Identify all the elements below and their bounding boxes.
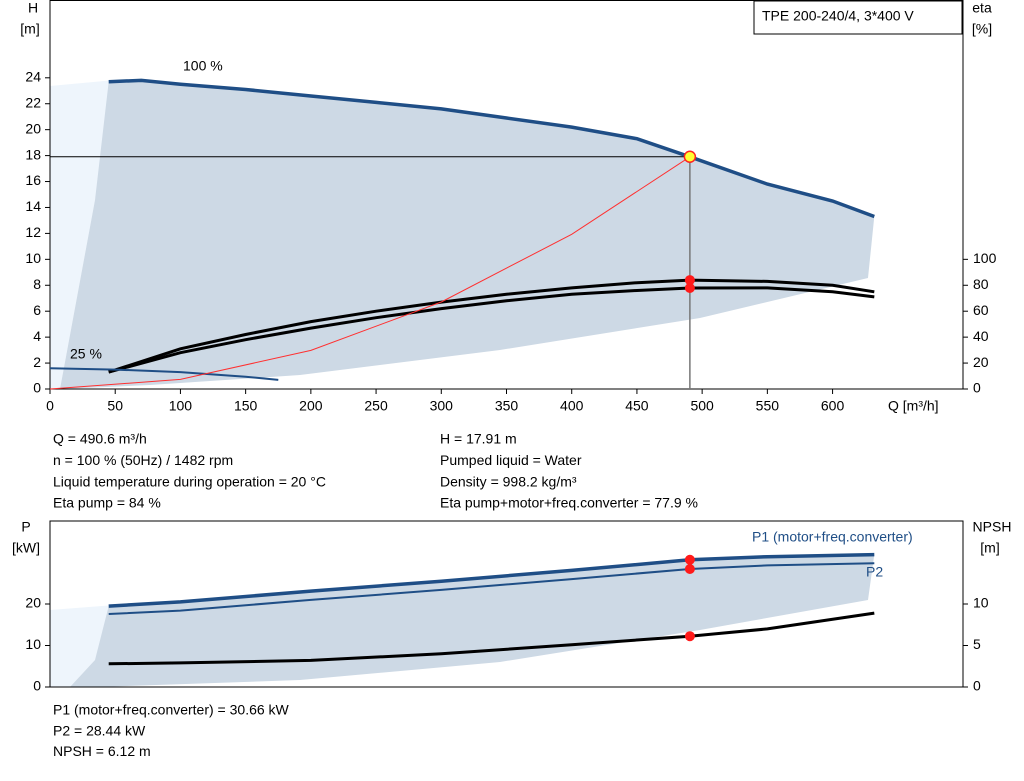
light-region [50,605,115,687]
info-text: Eta pump+motor+freq.converter = 77.9 % [440,495,698,511]
y2-tick-label: 0 [973,380,981,396]
model-label: TPE 200-240/4, 3*400 V [762,8,914,24]
curve [49,156,691,390]
curve [108,552,875,608]
y-axis-label: P [21,519,30,535]
y-tick-label: 10 [25,636,41,652]
annotation: 25 % [70,346,102,362]
y-tick-label: 0 [33,678,41,694]
info-text: P2 = 28.44 kW [53,722,146,738]
x-tick-label: 100 [169,398,193,414]
y2-axis-label: NPSH [973,519,1012,535]
annotation: 100 % [183,58,223,74]
y-tick-label: 16 [25,172,41,188]
y-tick-label: 2 [33,354,41,370]
y-tick-label: 6 [33,302,41,318]
y-tick-label: 8 [33,276,41,292]
legend-label: P1 (motor+freq.converter) [752,529,913,545]
y-axis-label: H [28,0,38,16]
y-tick-label: 12 [25,224,41,240]
curve [108,78,875,219]
x-axis-label: Q [m³/h] [888,398,939,414]
operating-range [70,554,875,687]
y2-tick-label: 60 [973,302,989,318]
y-tick-label: 22 [25,94,41,110]
y-tick-label: 14 [25,198,41,214]
info-text: Q = 490.6 m³/h [53,431,147,447]
y2-axis-label: [%] [972,21,992,37]
curve [108,611,875,666]
info-text: NPSH = 6.12 m [53,743,151,759]
curve [49,367,279,381]
x-tick-label: 600 [821,398,845,414]
y2-tick-label: 40 [973,328,989,344]
info-text: Liquid temperature during operation = 20… [53,473,326,489]
y2-tick-label: 100 [973,250,997,266]
curve [108,562,875,615]
y2-axis-label: eta [972,0,992,16]
x-tick-label: 50 [107,398,123,414]
y-tick-label: 4 [33,328,41,344]
legend-label: P2 [866,564,883,580]
curve [108,278,875,374]
x-tick-label: 300 [430,398,454,414]
info-text: n = 100 % (50Hz) / 1482 rpm [53,452,233,468]
y-axis-label: [kW] [12,540,40,556]
y-tick-label: 20 [25,595,41,611]
info-text: Eta pump = 84 % [53,495,161,511]
x-tick-label: 450 [625,398,649,414]
info-text: Density = 998.2 kg/m³ [440,473,577,489]
x-tick-label: 250 [364,398,388,414]
x-tick-label: 150 [234,398,258,414]
y-tick-label: 18 [25,146,41,162]
duty-marker [684,282,695,293]
y-axis-label: [m] [20,21,39,37]
duty-marker [684,631,695,642]
info-text: Pumped liquid = Water [440,452,582,468]
y-tick-label: 20 [25,120,41,136]
operating-range [60,80,875,390]
x-tick-label: 0 [46,398,54,414]
x-tick-label: 350 [495,398,519,414]
model-box [753,0,963,35]
y2-tick-label: 5 [973,636,981,652]
duty-marker [684,275,695,286]
curve [108,286,875,374]
y2-tick-label: 0 [973,678,981,694]
x-tick-label: 400 [560,398,584,414]
y2-axis-label: [m] [980,540,999,556]
y-tick-label: 24 [25,69,41,85]
x-tick-label: 200 [299,398,323,414]
info-text: P1 (motor+freq.converter) = 30.66 kW [53,702,290,718]
duty-marker [684,563,695,574]
y2-tick-label: 10 [973,595,989,611]
duty-marker [684,554,695,565]
x-tick-label: 500 [690,398,714,414]
x-tick-label: 550 [756,398,780,414]
y-tick-label: 10 [25,250,41,266]
duty-point [683,150,697,164]
y2-tick-label: 80 [973,276,989,292]
y2-tick-label: 20 [973,354,989,370]
info-text: H = 17.91 m [440,431,517,447]
y-tick-label: 0 [33,380,41,396]
